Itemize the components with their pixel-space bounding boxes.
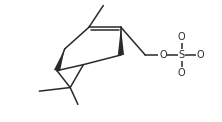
Polygon shape — [118, 27, 124, 55]
Text: S: S — [178, 50, 185, 60]
Polygon shape — [54, 49, 65, 71]
Text: O: O — [196, 50, 204, 60]
Text: O: O — [178, 68, 185, 78]
Text: O: O — [159, 50, 167, 60]
Text: O: O — [178, 32, 185, 42]
